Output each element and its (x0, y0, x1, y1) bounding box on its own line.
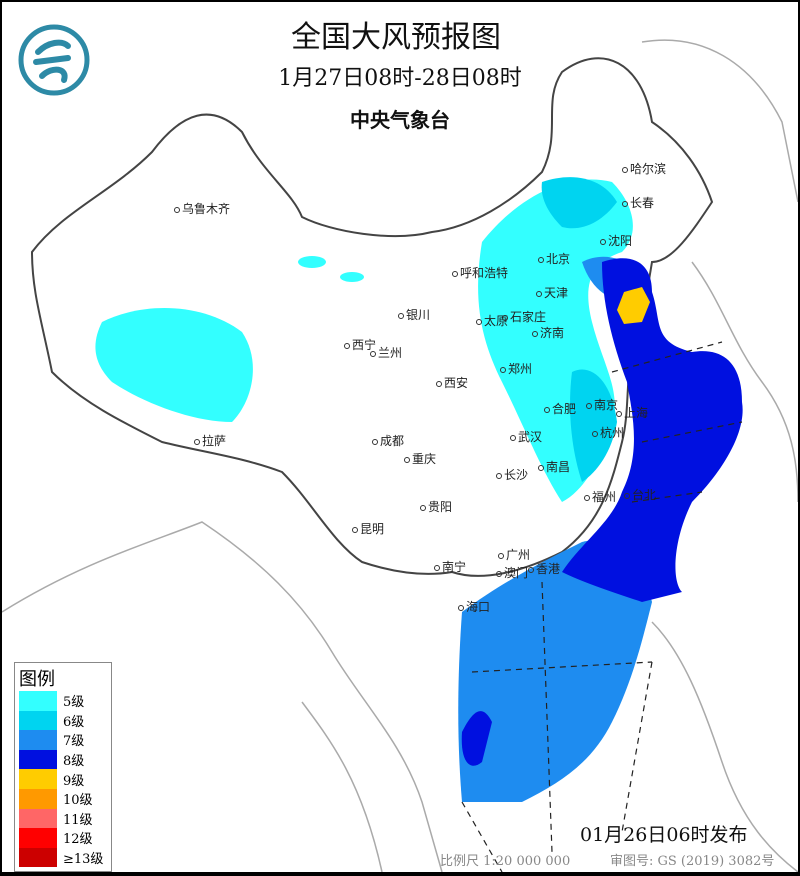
legend-label: 7级 (63, 734, 85, 750)
map-scale: 比例尺 1:20 000 000 (440, 854, 571, 869)
city-label: 西安 (436, 374, 468, 391)
city-label: 贵阳 (420, 498, 452, 515)
legend-swatch (19, 691, 57, 711)
legend-label: 10级 (63, 793, 93, 809)
city-label: 台北 (624, 486, 656, 503)
map-title: 全国大风预报图 (291, 20, 501, 55)
city-label: 南京 (586, 396, 618, 413)
legend-item: 6级 (15, 710, 111, 731)
legend-label: 12级 (63, 832, 93, 848)
legend: 图例 5级 6级 7级 8级 9级 10级 11级 12级 ≥13级 (14, 662, 112, 872)
legend-item: 9级 (15, 769, 111, 789)
legend-label: 9级 (63, 773, 85, 789)
city-label: 乌鲁木齐 (174, 200, 230, 217)
legend-label: 5级 (63, 695, 85, 711)
legend-swatch (19, 808, 57, 829)
city-label: 拉萨 (194, 432, 226, 449)
city-label: 香港 (528, 560, 560, 577)
map-review-number: 审图号: GS (2019) 3082号 (610, 854, 775, 869)
city-label: 长春 (622, 194, 654, 211)
city-label: 南宁 (434, 558, 466, 575)
city-label: 昆明 (352, 520, 384, 537)
legend-item: 10级 (15, 788, 111, 809)
legend-swatch (19, 749, 57, 770)
legend-swatch (19, 847, 57, 868)
legend-label: ≥13级 (63, 852, 104, 868)
legend-swatch (19, 788, 57, 809)
city-label: 合肥 (544, 400, 576, 417)
city-label: 石家庄 (502, 308, 546, 325)
city-label: 成都 (372, 432, 404, 449)
city-label: 广州 (498, 546, 530, 563)
legend-title: 图例 (19, 669, 55, 690)
city-label: 福州 (584, 488, 616, 505)
city-label: 澳门 (496, 564, 528, 581)
city-label: 武汉 (510, 428, 542, 445)
legend-item: ≥13级 (15, 847, 111, 868)
city-label: 兰州 (370, 344, 402, 361)
city-label: 南昌 (538, 458, 570, 475)
city-label: 呼和浩特 (452, 264, 508, 281)
legend-item: 12级 (15, 828, 111, 848)
wind-area-9 (617, 287, 650, 324)
legend-item: 7级 (15, 730, 111, 750)
legend-label: 6级 (63, 714, 85, 730)
city-label: 长沙 (496, 466, 528, 483)
legend-swatch (19, 730, 57, 750)
city-label: 沈阳 (600, 232, 632, 249)
legend-swatch (19, 710, 57, 731)
city-label: 上海 (616, 404, 648, 421)
legend-item: 11级 (15, 808, 111, 829)
city-label: 海口 (458, 598, 490, 615)
city-label: 杭州 (592, 424, 624, 441)
issue-time: 01月26日06时发布 (580, 824, 748, 846)
legend-swatch (19, 769, 57, 789)
legend-item: 5级 (15, 691, 111, 711)
city-label: 银川 (398, 306, 430, 323)
wind-area-8 (461, 258, 743, 766)
legend-label: 11级 (63, 812, 93, 828)
city-label: 北京 (538, 250, 570, 267)
city-label: 哈尔滨 (622, 160, 666, 177)
agency-name: 中央气象台 (350, 108, 450, 132)
city-label: 重庆 (404, 450, 436, 467)
legend-swatch (19, 828, 57, 848)
legend-item: 8级 (15, 749, 111, 770)
forecast-period: 1月27日08时-28日08时 (278, 66, 522, 91)
neighbor-coastlines (2, 39, 798, 872)
legend-label: 8级 (63, 754, 85, 770)
cma-logo (18, 24, 90, 96)
city-label: 天津 (536, 284, 568, 301)
city-label: 太原 (476, 312, 508, 329)
city-label: 郑州 (500, 360, 532, 377)
city-label: 济南 (532, 324, 564, 341)
